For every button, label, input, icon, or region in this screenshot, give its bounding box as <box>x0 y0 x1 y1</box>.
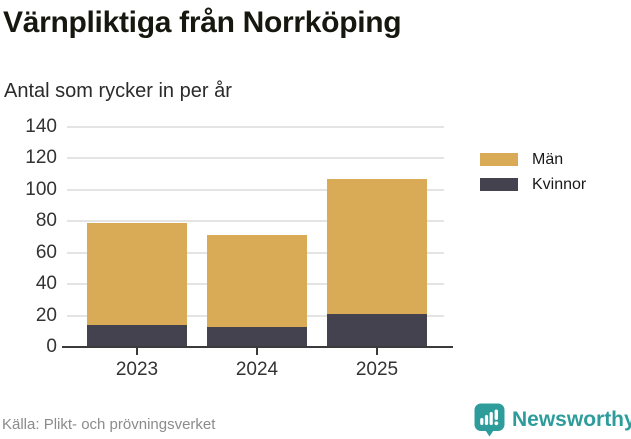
chart-title: Värnpliktiga från Norrköping <box>3 6 402 39</box>
x-axis-tick <box>376 348 378 355</box>
y-axis-tick-label: 40 <box>35 273 57 295</box>
y-axis-tick-label: 80 <box>35 210 57 232</box>
y-axis-tick-label: 20 <box>35 304 57 326</box>
legend-swatch-kvinnor <box>480 178 518 191</box>
gridline-y100 <box>67 188 444 191</box>
source-note: Källa: Plikt- och prövningsverket <box>2 416 216 433</box>
x-axis-line <box>62 346 453 348</box>
gridline-y140 <box>67 126 444 128</box>
x-axis-tick <box>256 348 258 355</box>
legend-label-men: Män <box>532 150 564 168</box>
x-axis-tick <box>136 348 138 355</box>
x-axis-tick-label: 2024 <box>235 359 279 380</box>
y-axis-tick-label: 140 <box>25 116 57 137</box>
bar-2025-kvinnor <box>327 314 427 347</box>
bar-2023-kvinnor <box>87 325 187 347</box>
gridline-y80 <box>67 220 444 223</box>
gridline-y120 <box>67 157 444 160</box>
bar-2025-män <box>327 178 427 314</box>
y-axis-tick-label: 60 <box>35 241 57 263</box>
bar-2024-män <box>207 235 307 327</box>
chart-subtitle: Antal som rycker in per år <box>4 80 232 102</box>
y-axis-tick-label: 100 <box>25 178 57 200</box>
newsworthy-wordmark: Newsworthy <box>512 408 631 431</box>
y-axis-tick-label: 120 <box>25 147 57 169</box>
x-axis-tick-label: 2025 <box>355 359 399 380</box>
newsworthy-bubble-icon <box>474 403 505 437</box>
legend-swatch-men <box>480 153 518 166</box>
x-axis-tick-label: 2023 <box>115 359 159 380</box>
legend-item-men: Män <box>480 147 586 172</box>
legend: Män Kvinnor <box>480 147 586 197</box>
y-axis-tick-label: 0 <box>46 336 57 357</box>
bar-2024-kvinnor <box>207 326 307 347</box>
legend-label-kvinnor: Kvinnor <box>532 175 587 193</box>
newsworthy-logo[interactable]: Newsworthy <box>474 403 631 437</box>
legend-item-kvinnor: Kvinnor <box>480 172 586 197</box>
bar-2023-män <box>87 222 187 325</box>
